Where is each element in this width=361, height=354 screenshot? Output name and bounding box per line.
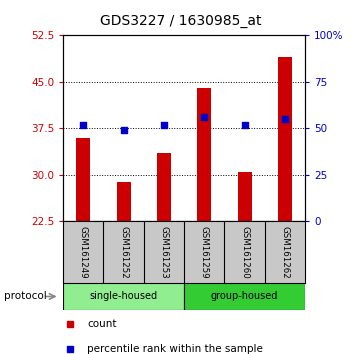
Text: count: count <box>87 319 117 329</box>
Point <box>161 122 167 127</box>
Text: GSM161260: GSM161260 <box>240 226 249 279</box>
Bar <box>63 283 184 310</box>
Text: GDS3227 / 1630985_at: GDS3227 / 1630985_at <box>100 14 261 28</box>
Text: GSM161252: GSM161252 <box>119 226 128 279</box>
Text: GSM161249: GSM161249 <box>79 226 88 279</box>
Text: protocol: protocol <box>4 291 46 302</box>
Text: GSM161259: GSM161259 <box>200 226 209 279</box>
Text: GSM161253: GSM161253 <box>160 226 169 279</box>
Point <box>81 122 86 127</box>
Bar <box>197 88 211 221</box>
Bar <box>117 182 131 221</box>
Bar <box>184 283 305 310</box>
Point <box>282 116 288 122</box>
Text: percentile rank within the sample: percentile rank within the sample <box>87 344 263 354</box>
Point <box>121 127 126 133</box>
Text: group-housed: group-housed <box>211 291 278 302</box>
Point <box>201 114 207 120</box>
Text: GSM161262: GSM161262 <box>280 226 290 279</box>
Bar <box>278 57 292 221</box>
Point <box>242 122 248 127</box>
Bar <box>238 172 252 221</box>
Bar <box>76 138 90 221</box>
Bar <box>157 153 171 221</box>
Text: single-housed: single-housed <box>90 291 158 302</box>
